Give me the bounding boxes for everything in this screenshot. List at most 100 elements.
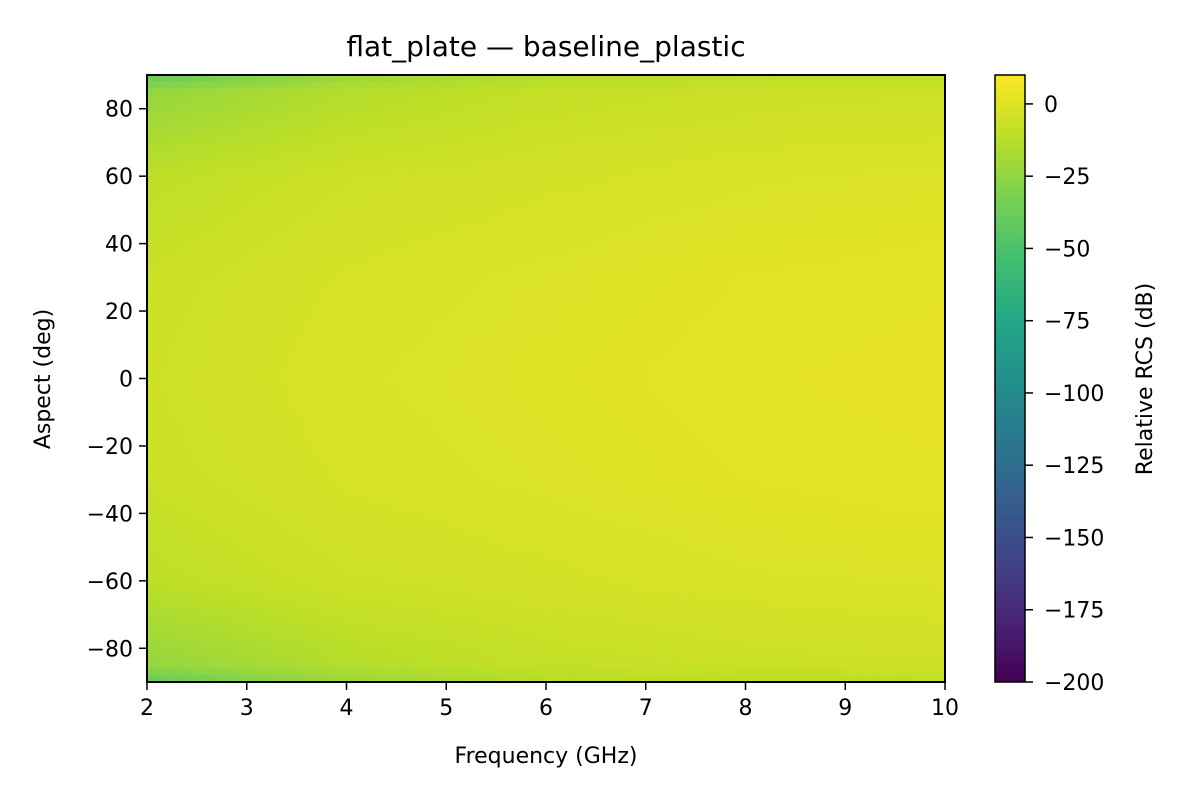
heatmap-cell (434, 182, 443, 191)
heatmap-cell (170, 257, 180, 265)
heatmap-cell (178, 223, 188, 231)
heatmap-cell (426, 135, 435, 144)
heatmap-cell (785, 270, 794, 278)
heatmap-cell (665, 250, 675, 258)
heatmap-cell (713, 115, 723, 123)
heatmap-cell (737, 115, 747, 123)
heatmap-cell (330, 155, 340, 164)
heatmap-cell (530, 189, 539, 197)
heatmap-cell (242, 223, 252, 231)
heatmap-cell (745, 230, 755, 238)
heatmap-cell (577, 331, 587, 339)
heatmap-cell (601, 365, 611, 373)
heatmap-cell (538, 338, 547, 346)
heatmap-cell (585, 135, 595, 144)
heatmap-cell (785, 304, 794, 312)
heatmap-cell (386, 230, 395, 238)
heatmap-cell (394, 311, 403, 319)
heatmap-cell (913, 243, 922, 251)
heatmap-cell (178, 250, 188, 258)
heatmap-cell (186, 365, 196, 373)
heatmap-cell (713, 149, 723, 157)
heatmap-cell (298, 189, 308, 197)
heatmap-cell (178, 284, 188, 292)
heatmap-cell (577, 203, 587, 211)
heatmap-cell (362, 230, 372, 238)
heatmap-cell (937, 257, 945, 265)
heatmap-cell (713, 75, 723, 83)
heatmap-cell (186, 277, 196, 285)
heatmap-cell (354, 365, 364, 373)
heatmap-cell (250, 257, 260, 265)
heatmap-cell (410, 122, 419, 130)
heatmap-cell (338, 365, 348, 373)
heatmap-cell (458, 277, 467, 285)
heatmap-cell (881, 358, 890, 366)
heatmap-cell (354, 75, 364, 83)
heatmap-cell (458, 101, 467, 110)
heatmap-cell (625, 108, 635, 117)
heatmap-cell (498, 385, 507, 393)
heatmap-cell (530, 371, 539, 380)
heatmap-cell (234, 358, 244, 366)
heatmap-cell (522, 135, 531, 144)
heatmap-cell (889, 243, 898, 251)
heatmap-cell (625, 378, 635, 386)
heatmap-cell (290, 358, 300, 366)
heatmap-cell (905, 371, 914, 380)
heatmap-cell (881, 351, 890, 359)
heatmap-cell (178, 236, 188, 245)
heatmap-cell (154, 81, 164, 90)
heatmap-cell (162, 385, 172, 393)
heatmap-cell (601, 81, 611, 90)
heatmap-cell (825, 358, 834, 366)
heatmap-cell (290, 230, 300, 238)
heatmap-cell (170, 391, 180, 400)
heatmap-cell (753, 155, 763, 164)
heatmap-cell (697, 297, 707, 305)
heatmap-cell (218, 149, 228, 157)
heatmap-cell (689, 169, 699, 177)
heatmap-cell (753, 176, 763, 184)
heatmap-cell (841, 385, 850, 393)
heatmap-cell (290, 135, 300, 144)
heatmap-cell (793, 209, 802, 218)
heatmap-cell (362, 81, 372, 90)
heatmap-cell (514, 176, 523, 184)
heatmap-cell (553, 176, 563, 184)
heatmap-cell (705, 297, 715, 305)
heatmap-cell (210, 263, 220, 272)
heatmap-cell (154, 182, 164, 191)
heatmap-cell (202, 162, 212, 171)
heatmap-cell (817, 270, 826, 278)
heatmap-cell (593, 81, 603, 90)
heatmap-cell (569, 385, 579, 393)
heatmap-cell (705, 101, 715, 110)
heatmap-cell (530, 223, 539, 231)
heatmap-cell (522, 101, 531, 110)
heatmap-cell (458, 142, 467, 150)
heatmap-cell (226, 297, 236, 305)
heatmap-cell (697, 331, 707, 339)
heatmap-cell (290, 101, 300, 110)
heatmap-cell (154, 311, 164, 319)
heatmap-cell (881, 236, 890, 245)
heatmap-cell (394, 142, 403, 150)
heatmap-cell (290, 277, 300, 285)
heatmap-cell (617, 108, 627, 117)
heatmap-cell (370, 378, 380, 386)
heatmap-cell (362, 101, 372, 110)
heatmap-cell (937, 162, 945, 171)
heatmap-cell (410, 189, 419, 197)
heatmap-cell (761, 371, 771, 380)
heatmap-cell (514, 128, 523, 137)
heatmap-cell (242, 230, 252, 238)
heatmap-cell (370, 243, 380, 251)
heatmap-cell (186, 176, 196, 184)
heatmap-cell (354, 142, 364, 150)
heatmap-cell (801, 189, 810, 197)
heatmap-cell (386, 115, 395, 123)
heatmap-cell (330, 284, 340, 292)
heatmap-cell (538, 331, 547, 339)
heatmap-cell (609, 290, 619, 299)
